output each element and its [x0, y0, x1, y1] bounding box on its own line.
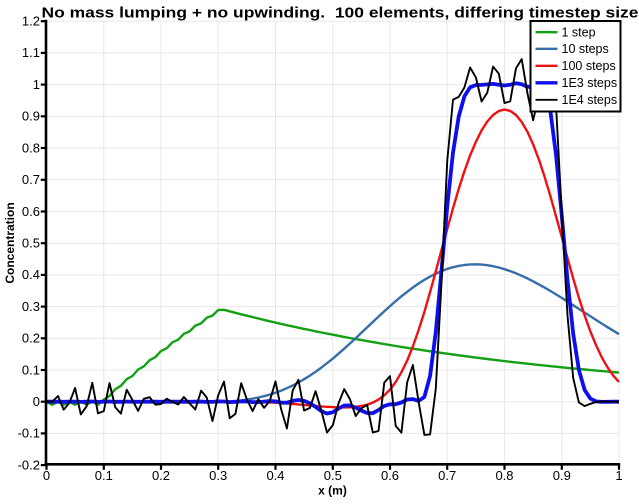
svg-text:-0.2: -0.2 — [18, 457, 40, 472]
svg-text:1E4 steps: 1E4 steps — [562, 93, 618, 107]
svg-text:-0.1: -0.1 — [18, 426, 40, 441]
svg-text:1E3 steps: 1E3 steps — [562, 76, 618, 90]
svg-text:0.2: 0.2 — [152, 468, 170, 483]
svg-text:0.9: 0.9 — [553, 468, 571, 483]
svg-text:100 steps: 100 steps — [562, 59, 616, 73]
svg-text:0.7: 0.7 — [22, 172, 40, 187]
svg-text:0: 0 — [43, 468, 50, 483]
svg-text:0.8: 0.8 — [495, 468, 513, 483]
svg-text:1.2: 1.2 — [22, 14, 40, 29]
svg-text:1 step: 1 step — [562, 26, 596, 40]
svg-text:0.8: 0.8 — [22, 140, 40, 155]
svg-text:0.1: 0.1 — [95, 468, 113, 483]
svg-text:0.3: 0.3 — [22, 299, 40, 314]
svg-text:0.4: 0.4 — [266, 468, 284, 483]
svg-text:0.2: 0.2 — [22, 331, 40, 346]
svg-text:0: 0 — [33, 394, 40, 409]
svg-text:0.1: 0.1 — [22, 362, 40, 377]
svg-text:0.6: 0.6 — [381, 468, 399, 483]
svg-text:Concentration: Concentration — [3, 202, 17, 283]
svg-text:0.5: 0.5 — [324, 468, 342, 483]
svg-text:1: 1 — [615, 468, 622, 483]
svg-text:1: 1 — [33, 77, 40, 92]
svg-text:x (m): x (m) — [318, 484, 347, 498]
svg-text:0.3: 0.3 — [209, 468, 227, 483]
svg-text:0.9: 0.9 — [22, 109, 40, 124]
svg-text:0.7: 0.7 — [438, 468, 456, 483]
svg-text:1.1: 1.1 — [22, 45, 40, 60]
svg-text:0.6: 0.6 — [22, 204, 40, 219]
svg-text:10 steps: 10 steps — [562, 42, 609, 56]
svg-text:0.4: 0.4 — [22, 267, 40, 282]
svg-text:0.5: 0.5 — [22, 236, 40, 251]
svg-text:No mass lumping + no upwinding: No mass lumping + no upwinding. 100 elem… — [42, 5, 639, 22]
